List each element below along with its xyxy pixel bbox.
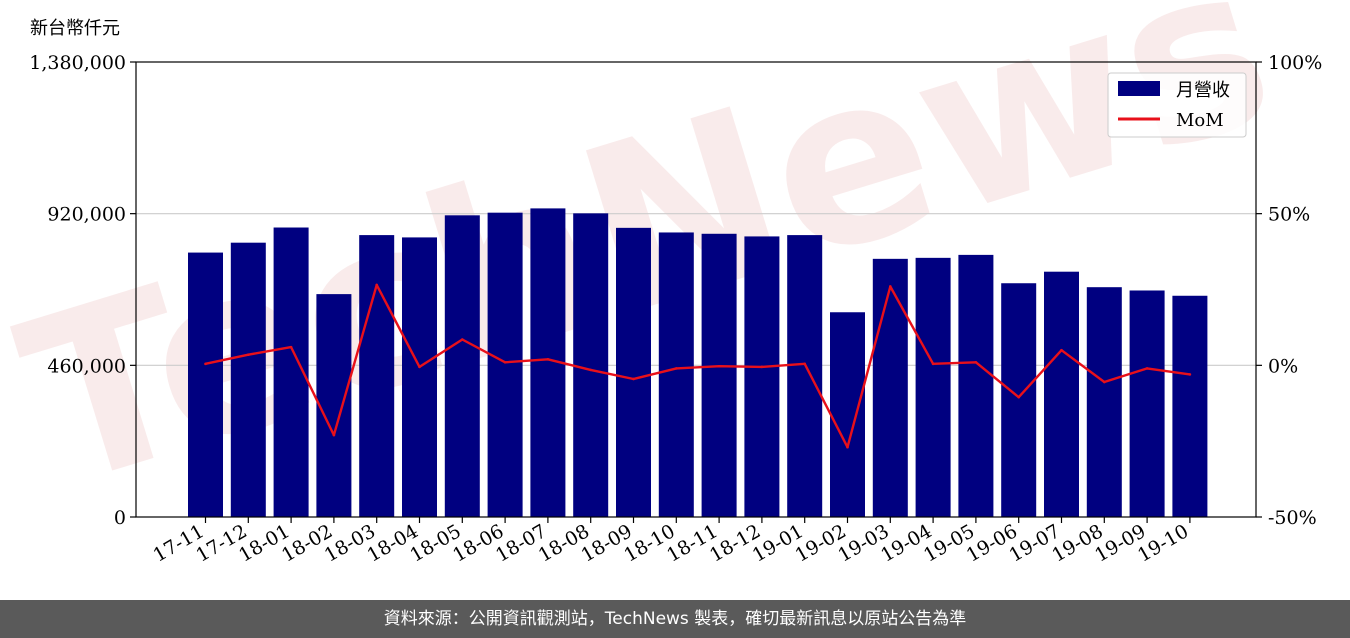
mom-point: [1060, 348, 1063, 352]
mom-point: [1017, 395, 1020, 399]
legend: 月營收 MoM: [1107, 72, 1247, 138]
mom-point: [846, 445, 849, 449]
mom-point: [717, 364, 721, 368]
mom-point: [204, 362, 207, 366]
mom-point: [418, 365, 421, 369]
bar: [958, 254, 994, 517]
mom-point: [931, 362, 935, 366]
mom-point: [247, 353, 250, 357]
bar: [616, 227, 651, 517]
bar: [573, 213, 609, 517]
x-axis: 17-1117-1218-0118-0218-0318-0418-0518-06…: [150, 517, 1192, 567]
bar: [316, 294, 352, 517]
bar: [1172, 295, 1208, 517]
plot-frame: [135, 61, 1257, 518]
bar: [1001, 283, 1037, 517]
mom-point: [461, 338, 464, 341]
y-left-tick-label: 1,380,000: [29, 52, 126, 74]
mom-point: [1103, 380, 1106, 384]
mom-point: [1145, 367, 1149, 370]
mom-point: [546, 357, 550, 361]
mom-point: [1188, 373, 1192, 376]
bar: [188, 252, 223, 518]
mom-point: [974, 361, 978, 364]
mom-point: [760, 365, 764, 369]
legend-line-label: MoM: [1176, 110, 1224, 131]
y-left-tick-label: 460,000: [47, 355, 126, 377]
mom-point: [375, 283, 379, 287]
bar: [444, 215, 480, 517]
legend-bar-swatch: [1118, 81, 1160, 96]
bar: [787, 235, 823, 517]
y-axis-left: 0 460,000 920,000 1,380,000: [29, 52, 136, 529]
source-footer: 資料來源：公開資訊觀測站，TechNews 製表，確切最新訊息以原站公告為準: [0, 600, 1350, 638]
mom-point: [289, 345, 293, 349]
bar-series: [188, 208, 1208, 518]
bar: [487, 212, 523, 517]
y-right-tick-label: 0%: [1268, 355, 1298, 377]
bar: [402, 237, 437, 517]
mom-point: [503, 361, 507, 364]
mom-line: [205, 283, 1191, 449]
bar: [230, 242, 266, 517]
bar: [359, 235, 395, 517]
mom-point: [589, 368, 592, 372]
y-left-tick-label: 0: [114, 507, 126, 529]
bar: [872, 258, 908, 517]
y-right-tick-label: 50%: [1268, 204, 1310, 226]
mom-point: [803, 362, 806, 366]
y-right-tick-label: -50%: [1268, 507, 1317, 529]
bar: [915, 257, 951, 517]
mom-point: [632, 377, 635, 381]
legend-bar-label: 月營收: [1176, 80, 1230, 101]
mom-point: [889, 285, 892, 288]
bar: [744, 236, 780, 517]
mom-point: [675, 367, 678, 370]
mom-point: [332, 433, 336, 437]
bar: [658, 232, 694, 517]
y-right-tick-label: 100%: [1268, 52, 1322, 74]
bar: [1044, 271, 1079, 517]
bar: [830, 312, 865, 517]
y-left-tick-label: 920,000: [47, 204, 126, 226]
bar: [1086, 287, 1122, 517]
bar: [701, 233, 737, 517]
bar: [1129, 290, 1165, 517]
y-unit-label: 新台幣仟元: [30, 18, 120, 39]
y-axis-right: -50% 0% 50% 100%: [1256, 52, 1322, 529]
line-series: [204, 283, 1192, 449]
x-tick-label: 19-10: [1134, 520, 1192, 566]
